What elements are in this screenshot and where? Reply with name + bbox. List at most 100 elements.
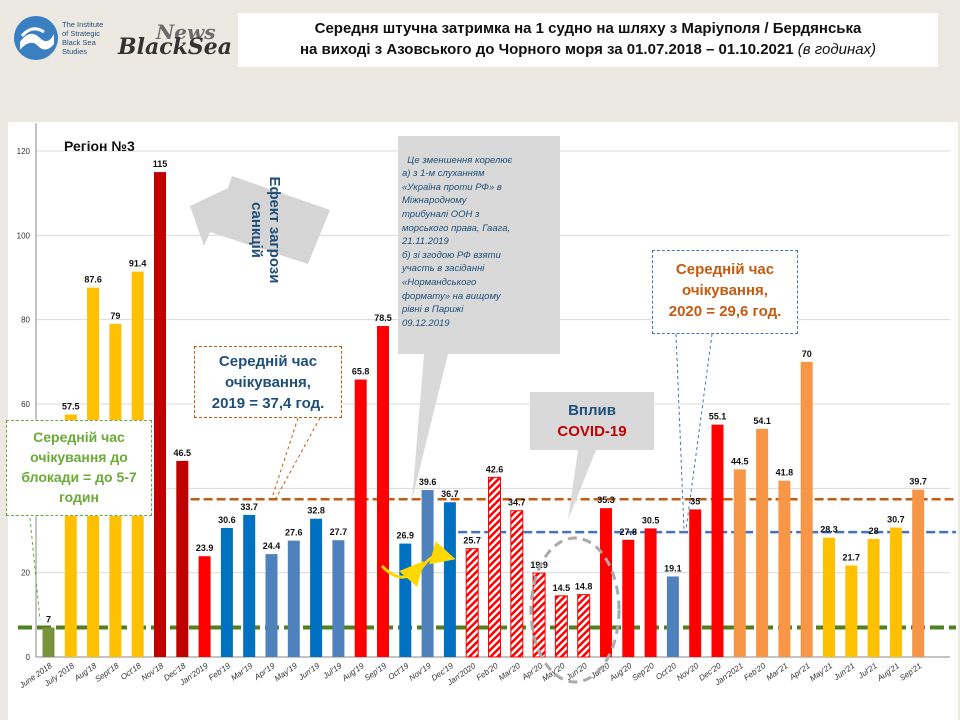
bar-aug21: [889, 527, 902, 657]
value-label: 87.6: [84, 275, 102, 285]
value-label: 21.7: [843, 552, 861, 562]
blockade-note: Середній час очікування до блокади = до …: [6, 420, 152, 516]
avg-2019-line-3: 2019 = 37,4 год.: [211, 395, 325, 412]
x-tick-label: Nov'18: [140, 661, 166, 683]
value-label: 115: [153, 159, 168, 169]
value-label: 35: [690, 496, 700, 506]
bar-dec18: [176, 460, 189, 657]
decorations: [29, 136, 713, 684]
bar-mar20: [510, 510, 524, 658]
bar-feb20: [488, 476, 501, 658]
value-label: 39.6: [419, 477, 437, 487]
bar-jan2021: [733, 469, 746, 657]
institute-name: The Institute of Strategic Black Sea Stu…: [62, 20, 104, 56]
y-tick-label: 80: [21, 316, 30, 325]
avg-2019-leader-line: [271, 417, 299, 499]
value-label: 44.5: [731, 456, 749, 466]
bar-june2018: [42, 627, 55, 657]
x-tick-label: Oct'18: [119, 661, 143, 682]
title-line-2-text: на виході з Азовського до Чорного моря з…: [299, 41, 794, 58]
value-label: 78.5: [374, 313, 392, 323]
y-tick-label: 20: [21, 569, 30, 578]
value-label: 27.6: [285, 528, 303, 538]
wave-logo-icon: [14, 16, 58, 60]
news-logo-bottom: BlackSea: [118, 34, 232, 60]
value-label: 36.7: [441, 489, 459, 499]
avg-2020-note: Середній час очікування, 2020 = 29,6 год…: [652, 250, 798, 334]
y-tick-label: 0: [26, 653, 31, 662]
x-tick-label: Jul'21: [856, 661, 879, 681]
sanctions-line-1: Ефект загрози: [266, 176, 283, 284]
x-tick-label: Sep'20: [630, 661, 656, 683]
bar-jul20: [600, 508, 612, 657]
covid-line-2: COVID-19: [557, 423, 627, 440]
value-label: 41.8: [776, 468, 794, 478]
value-label: 26.9: [397, 531, 415, 541]
bar-jun19: [310, 518, 323, 657]
x-tick-label: Nov'20: [675, 661, 701, 683]
bar-may20: [554, 595, 568, 658]
x-tick-label: Nov'19: [407, 661, 433, 683]
x-tick-label: Feb'20: [475, 661, 500, 683]
bar-mar19: [243, 514, 256, 657]
x-tick-label: Feb'20: [742, 661, 767, 683]
bar-apr21: [800, 361, 813, 657]
x-tick-label: Feb'19: [207, 661, 232, 683]
value-label: 27.8: [620, 527, 638, 537]
value-labels: 7 57.5 87.6 79 91.4 115 46.5 23.9 30.6 33.7 24.4 27…: [46, 159, 927, 624]
x-tick-label: May'19: [273, 661, 300, 683]
avg-2019-leader-line-2: [275, 417, 321, 499]
y-tick-label: 100: [17, 231, 31, 240]
region-label: Регіон №3: [64, 138, 135, 154]
bar-dec20: [711, 424, 724, 657]
bar-aug19: [354, 379, 367, 657]
value-label: 42.6: [486, 464, 504, 474]
avg-2020-line-2: очікування,: [682, 282, 768, 299]
avg-2020-line-1: Середній час: [675, 261, 775, 278]
x-tick-label: Oct'20: [654, 661, 678, 682]
blockade-leader-line: [29, 517, 41, 621]
covid-callout-shape: [530, 392, 654, 520]
sanctions-note: Ефект загрози санкцій: [239, 167, 283, 293]
bar-jul21: [867, 538, 880, 657]
x-tick-label: Mar'20: [497, 661, 522, 683]
value-label: 55.1: [709, 412, 727, 422]
value-label: 91.4: [129, 259, 147, 269]
bar-jan2020: [465, 548, 479, 658]
title-unit: (в годинах): [797, 41, 877, 58]
avg-2020-line-3: 2020 = 29,6 год.: [668, 303, 782, 320]
correlation-note-text: Це зменшення корелює а) з 1-м слуханням …: [402, 154, 513, 329]
x-tick-label: Sep'21: [898, 661, 923, 683]
sanctions-line-2: санкцій: [248, 201, 265, 259]
bar-dec19: [443, 502, 456, 657]
value-label: 28: [869, 526, 879, 536]
bar-jan2019: [198, 556, 211, 657]
title-line-2: на виході з Азовського до Чорного моря з…: [238, 39, 938, 60]
bar-feb20: [756, 428, 769, 657]
bar-nov20: [689, 509, 702, 657]
bar-oct19: [399, 543, 412, 657]
value-label: 28.3: [820, 525, 838, 535]
value-label: 14.5: [553, 583, 571, 593]
x-tick-label: Sep'19: [363, 661, 389, 683]
x-tick-label: Apr'19: [252, 661, 277, 682]
bar-jul19: [332, 540, 345, 657]
sanctions-arrow-shape: [190, 176, 330, 264]
correlation-note: Це зменшення корелює а) з 1-м слуханням …: [396, 136, 560, 356]
covid-note: Вплив COVID-19: [530, 392, 654, 450]
avg-2020-leader-line-2: [685, 333, 713, 531]
value-label: 65.8: [352, 367, 370, 377]
bar-apr20: [532, 572, 546, 658]
bar-jun21: [845, 565, 858, 657]
value-label: 32.8: [307, 506, 325, 516]
x-tick-label: Apr'20: [520, 661, 545, 682]
value-label: 70: [802, 349, 812, 359]
avg-2019-line-1: Середній час: [218, 353, 318, 370]
value-label: 39.7: [909, 477, 927, 487]
value-label: 19.1: [664, 563, 682, 573]
bar-nov19: [421, 490, 434, 657]
value-label: 54.1: [753, 416, 771, 426]
avg-2020-leader-line: [675, 333, 685, 531]
value-label: 24.4: [263, 541, 281, 551]
